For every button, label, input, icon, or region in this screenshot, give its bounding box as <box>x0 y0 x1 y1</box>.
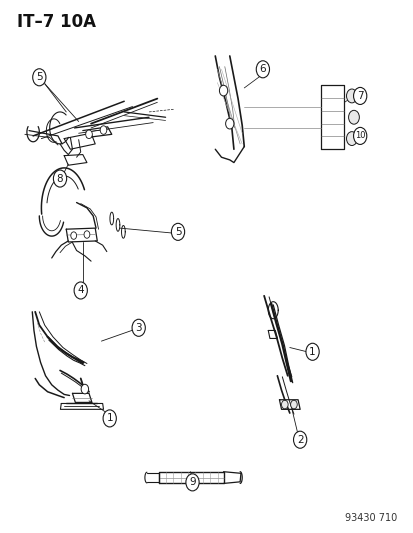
Text: 5: 5 <box>36 72 43 82</box>
Circle shape <box>353 127 366 144</box>
Circle shape <box>74 282 87 299</box>
Text: 8: 8 <box>57 174 63 183</box>
Circle shape <box>81 384 88 394</box>
Circle shape <box>348 110 358 124</box>
Circle shape <box>53 170 66 187</box>
Text: 9: 9 <box>189 478 195 487</box>
Circle shape <box>293 431 306 448</box>
Text: 5: 5 <box>174 227 181 237</box>
Text: 1: 1 <box>309 347 315 357</box>
Circle shape <box>225 118 233 129</box>
Circle shape <box>71 232 76 239</box>
Text: 3: 3 <box>135 323 142 333</box>
Circle shape <box>100 126 107 134</box>
Text: IT–7 10A: IT–7 10A <box>17 13 95 31</box>
Circle shape <box>281 400 287 409</box>
Circle shape <box>256 61 269 78</box>
Circle shape <box>346 89 356 103</box>
Circle shape <box>185 474 199 491</box>
Text: 10: 10 <box>354 132 365 140</box>
Text: 2: 2 <box>296 435 303 445</box>
Circle shape <box>132 319 145 336</box>
Circle shape <box>305 343 318 360</box>
Text: 1: 1 <box>106 414 113 423</box>
Circle shape <box>85 130 92 139</box>
Text: 93430 710: 93430 710 <box>344 513 396 523</box>
Text: 7: 7 <box>356 91 363 101</box>
Circle shape <box>219 85 227 96</box>
Circle shape <box>171 223 184 240</box>
Circle shape <box>290 400 297 409</box>
Text: 6: 6 <box>259 64 266 74</box>
Circle shape <box>33 69 46 86</box>
Circle shape <box>353 87 366 104</box>
Text: 4: 4 <box>77 286 84 295</box>
Circle shape <box>346 132 356 146</box>
Circle shape <box>103 410 116 427</box>
Circle shape <box>84 231 90 238</box>
